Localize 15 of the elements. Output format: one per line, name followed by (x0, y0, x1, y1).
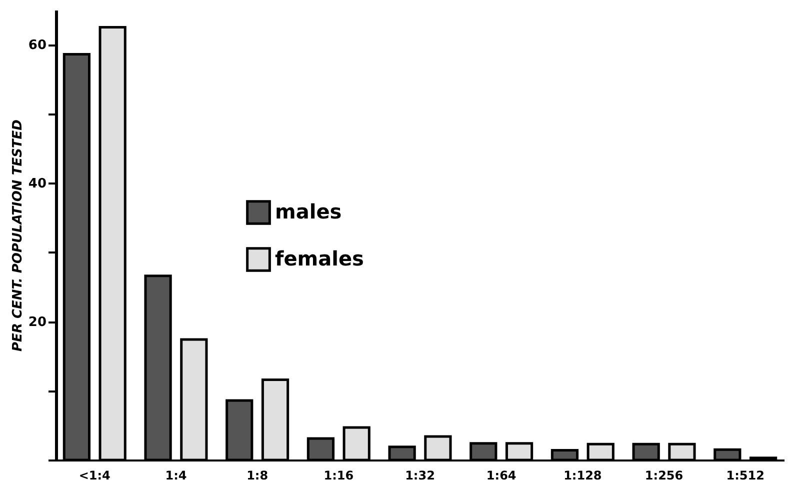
y-tick-label: 40 (28, 176, 46, 192)
x-tick-label: 1:16 (324, 468, 354, 482)
x-tick-label: 1:64 (486, 468, 516, 482)
x-tick-label: 1:8 (246, 468, 268, 482)
x-tick-label: 1:256 (644, 468, 684, 482)
y-tick-label: 20 (28, 315, 46, 330)
y-tick-label: 60 (28, 38, 46, 54)
legend-label: males (275, 200, 342, 224)
legend-label: females (275, 246, 364, 270)
x-tick-label: 1:4 (165, 468, 187, 482)
y-axis-title: PER CENT. POPULATION TESTED (10, 119, 26, 352)
x-tick-label: 1:128 (564, 468, 602, 482)
x-tick-label: <1:4 (78, 468, 110, 482)
x-tick-label: 1:512 (726, 468, 764, 482)
x-tick-label: 1:32 (405, 468, 435, 482)
